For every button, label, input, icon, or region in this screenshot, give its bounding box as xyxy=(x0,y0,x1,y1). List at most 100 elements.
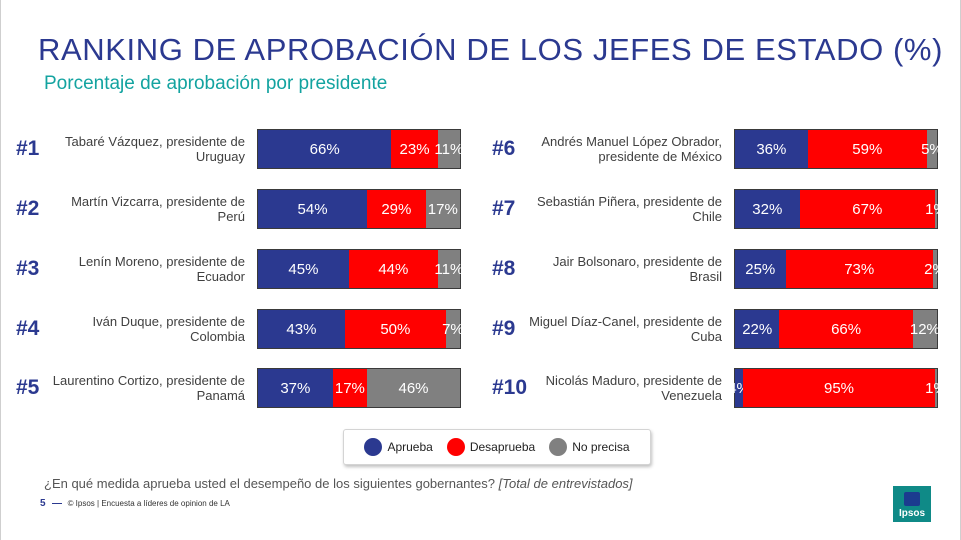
legend-item-desaprueba: Desaprueba xyxy=(446,438,536,456)
stacked-bar-6: 36% 59% 5% xyxy=(734,129,943,169)
legend-label-desaprueba: Desaprueba xyxy=(469,440,536,454)
bar-segment-no-precisa: 2% xyxy=(924,250,946,288)
data-label: 1% xyxy=(925,200,947,218)
bar-segment-desaprueba: 44% xyxy=(348,250,438,288)
stacked-bar-1: 66% 23% 11% xyxy=(257,129,463,169)
data-label: 66% xyxy=(309,140,340,158)
ipsos-logo: Ipsos xyxy=(893,486,931,522)
page-title: RANKING DE APROBACIÓN DE LOS JEFES DE ES… xyxy=(38,32,944,67)
rank-2: #2 xyxy=(16,197,40,220)
rank-10: #10 xyxy=(492,376,528,399)
row-label-9: Miguel Díaz-Canel, presidente de Cuba xyxy=(529,314,722,344)
bar-segment-desaprueba: 23% xyxy=(391,130,438,168)
data-label: 25% xyxy=(745,260,776,278)
rank-3: #3 xyxy=(16,257,40,280)
legend-item-no-precisa: No precisa xyxy=(549,438,630,456)
footer: 5 © Ipsos | Encuesta a líderes de opinio… xyxy=(40,498,230,509)
bar-segment-no-precisa: 7% xyxy=(442,310,464,348)
data-label: 54% xyxy=(297,200,328,218)
bar-segment-desaprueba: 95% xyxy=(743,369,935,407)
bar-segment-desaprueba: 59% xyxy=(807,130,927,168)
bar-segment-no-precisa: 12% xyxy=(909,310,940,348)
logo-text: Ipsos xyxy=(898,508,926,519)
row-label-2: Martín Vizcarra, presidente de Perú xyxy=(71,194,245,224)
data-label: 29% xyxy=(381,200,412,218)
bar-segment-no-precisa: 11% xyxy=(434,130,463,168)
data-label: 66% xyxy=(831,320,862,338)
chart-legend: Aprueba Desaprueba No precisa xyxy=(343,429,651,465)
rank-4: #4 xyxy=(16,317,40,340)
row-label-8: Jair Bolsonaro, presidente de Brasil xyxy=(552,254,722,284)
footer-text: © Ipsos | Encuesta a líderes de opinion … xyxy=(67,499,230,508)
stacked-bar-5: 37% 17% 46% xyxy=(257,368,461,408)
data-label: 12% xyxy=(909,320,940,338)
data-label: 1% xyxy=(925,379,947,397)
row-label-3: Lenín Moreno, presidente de Ecuador xyxy=(78,254,245,284)
data-label: 17% xyxy=(334,379,365,397)
data-label: 67% xyxy=(852,200,883,218)
row-label-10: Nicolás Maduro, presidente de Venezuela xyxy=(545,373,722,403)
page-subtitle: Porcentaje de aprobación por presidente xyxy=(44,73,388,94)
legend-label-aprueba: Aprueba xyxy=(387,440,433,454)
bar-segment-aprueba: 36% xyxy=(735,130,808,168)
data-label: 95% xyxy=(824,379,855,397)
rank-6: #6 xyxy=(492,137,516,160)
data-label: 46% xyxy=(398,379,429,397)
row-label-5: Laurentino Cortizo, presidente de Panamá xyxy=(52,373,245,403)
row-label-7: Sebastián Piñera, presidente de Chile xyxy=(536,194,722,224)
bar-segment-desaprueba: 50% xyxy=(344,310,446,348)
bar-segment-no-precisa: 1% xyxy=(925,190,947,228)
data-label: 23% xyxy=(399,140,430,158)
footer-divider xyxy=(51,503,62,504)
rank-5: #5 xyxy=(16,376,40,399)
legend-label-no-precisa: No precisa xyxy=(572,440,630,454)
bar-segment-aprueba: 25% xyxy=(735,250,786,288)
row-label-4: Iván Duque, presidente de Colombia xyxy=(92,314,246,344)
stacked-bar-10: 4% 95% 1% xyxy=(728,368,947,408)
data-label: 22% xyxy=(742,320,773,338)
data-label: 50% xyxy=(380,320,411,338)
data-label: 37% xyxy=(280,379,311,397)
bar-segment-desaprueba: 29% xyxy=(367,190,426,228)
legend-item-aprueba: Aprueba xyxy=(364,438,433,456)
data-label: 44% xyxy=(378,260,409,278)
bar-segment-aprueba: 45% xyxy=(258,250,349,288)
stacked-bar-9: 22% 66% 12% xyxy=(734,309,940,349)
bar-segment-aprueba: 37% xyxy=(258,369,333,407)
logo-mark-icon xyxy=(904,492,920,506)
bar-segment-desaprueba: 73% xyxy=(785,250,933,288)
stacked-bar-2: 54% 29% 17% xyxy=(257,189,461,229)
bar-segment-no-precisa: 11% xyxy=(434,250,463,288)
bar-segment-aprueba: 22% xyxy=(735,310,780,348)
bar-segment-aprueba: 54% xyxy=(258,190,368,228)
bar-segment-desaprueba: 17% xyxy=(332,369,368,407)
bar-segment-desaprueba: 67% xyxy=(799,190,935,228)
legend-swatch-no-precisa xyxy=(549,438,568,456)
data-label: 45% xyxy=(288,260,319,278)
data-label: 2% xyxy=(924,260,946,278)
legend-swatch-aprueba xyxy=(364,438,383,456)
question-note: [Total de entrevistados] xyxy=(498,476,633,491)
bar-segment-aprueba: 4% xyxy=(728,369,750,407)
survey-question: ¿En qué medida aprueba usted el desempeñ… xyxy=(44,476,633,491)
stacked-bar-8: 25% 73% 2% xyxy=(734,249,946,289)
data-label: 11% xyxy=(434,140,464,158)
data-label: 59% xyxy=(852,140,883,158)
question-text: ¿En qué medida aprueba usted el desempeñ… xyxy=(44,476,495,491)
row-label-1: Tabaré Vázquez, presidente de Uruguay xyxy=(65,134,245,164)
stacked-bar-4: 43% 50% 7% xyxy=(257,309,464,349)
data-label: 43% xyxy=(286,320,317,338)
bar-segment-desaprueba: 66% xyxy=(779,310,913,348)
rank-9: #9 xyxy=(492,317,516,340)
rank-8: #8 xyxy=(492,257,516,280)
bar-segment-aprueba: 43% xyxy=(258,310,345,348)
bar-segment-no-precisa: 5% xyxy=(921,130,943,168)
legend-swatch-desaprueba xyxy=(446,438,465,456)
page-number: 5 xyxy=(40,498,46,509)
data-label: 36% xyxy=(756,140,787,158)
data-label: 17% xyxy=(427,200,458,218)
bar-segment-aprueba: 66% xyxy=(258,130,392,168)
data-label: 73% xyxy=(844,260,875,278)
rank-1: #1 xyxy=(16,137,40,160)
data-label: 11% xyxy=(434,260,464,278)
